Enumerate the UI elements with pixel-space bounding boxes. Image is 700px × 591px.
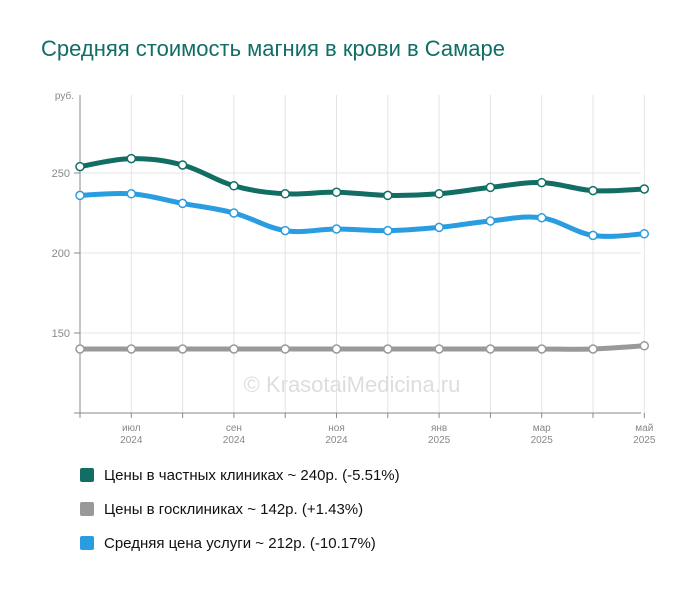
x-tick-label-year: 2024 (120, 435, 143, 446)
data-point-public (75, 344, 85, 354)
axes: руб.150200250июл2024сен2024ноя2024янв202… (52, 90, 656, 446)
series-line-public (77, 343, 647, 352)
legend-swatch-average (80, 536, 94, 550)
watermark: © KrasotaiMedicina.ru (244, 372, 461, 397)
data-point-public (229, 344, 239, 354)
x-tick-label-month: мар (533, 423, 551, 434)
data-point-private (177, 160, 188, 170)
data-point-average (588, 230, 598, 241)
data-point-average (75, 190, 85, 201)
y-tick-label: 200 (52, 248, 70, 260)
data-point-average (280, 225, 290, 236)
x-tick-label-month: май (635, 423, 653, 434)
data-point-public (639, 341, 650, 351)
data-point-average (639, 229, 650, 239)
x-tick-label-year: 2024 (223, 435, 246, 446)
y-tick-label: 250 (52, 168, 70, 180)
x-tick-label-month: янв (431, 423, 447, 434)
chart-title: Средняя стоимость магния в крови в Самар… (41, 36, 505, 61)
x-tick-label-year: 2025 (531, 435, 554, 446)
data-point-public (536, 344, 547, 354)
legend-label-public: Цены в госклиниках ~ 142р. (+1.43%) (104, 500, 364, 518)
data-point-private (331, 187, 342, 197)
x-tick-label-month: ноя (328, 423, 345, 434)
y-axis-label: руб. (55, 90, 74, 102)
series-line-private (77, 156, 647, 198)
legend-label-private: Цены в частных клиниках ~ 240р. (-5.51%) (104, 466, 400, 484)
data-point-private (588, 185, 598, 196)
data-point-private (536, 177, 547, 188)
data-point-average (331, 224, 342, 234)
data-point-public (126, 344, 137, 354)
data-point-public (280, 344, 290, 354)
data-point-private (280, 189, 290, 199)
data-point-private (75, 161, 85, 172)
data-point-private (485, 182, 496, 193)
data-point-average (177, 198, 188, 209)
data-point-public (383, 344, 393, 354)
x-tick-label-month: сен (226, 423, 242, 434)
data-point-private (639, 184, 650, 194)
legend-item-private[interactable]: Цены в частных клиниках ~ 240р. (-5.51%) (80, 458, 400, 492)
data-point-private (126, 153, 137, 164)
legend-item-public[interactable]: Цены в госклиниках ~ 142р. (+1.43%) (80, 492, 400, 526)
data-point-average (536, 213, 547, 223)
x-tick-label-year: 2025 (428, 435, 451, 446)
y-tick-label: 150 (52, 328, 70, 340)
series-line-average (77, 190, 647, 239)
data-point-public (177, 344, 188, 354)
x-tick-label-month: июл (122, 423, 141, 434)
data-point-average (126, 189, 137, 199)
data-point-private (434, 189, 444, 199)
data-point-average (383, 225, 393, 236)
data-point-public (485, 344, 496, 354)
data-point-average (434, 222, 444, 233)
data-point-public (331, 344, 342, 354)
x-tick-label-year: 2024 (325, 435, 348, 446)
data-point-average (229, 208, 239, 218)
grid (79, 95, 645, 413)
data-point-private (229, 181, 239, 191)
legend-swatch-private (80, 468, 94, 482)
data-point-private (383, 190, 393, 201)
legend-item-average[interactable]: Средняя цена услуги ~ 212р. (-10.17%) (80, 526, 400, 560)
data-point-average (485, 216, 496, 226)
legend-swatch-public (80, 502, 94, 516)
series-points (75, 153, 650, 354)
legend-label-average: Средняя цена услуги ~ 212р. (-10.17%) (104, 534, 376, 552)
data-point-public (588, 344, 598, 354)
data-point-public (434, 344, 444, 354)
series-lines (77, 156, 647, 352)
x-tick-label-year: 2025 (633, 435, 656, 446)
legend: Цены в частных клиниках ~ 240р. (-5.51%)… (80, 458, 400, 560)
